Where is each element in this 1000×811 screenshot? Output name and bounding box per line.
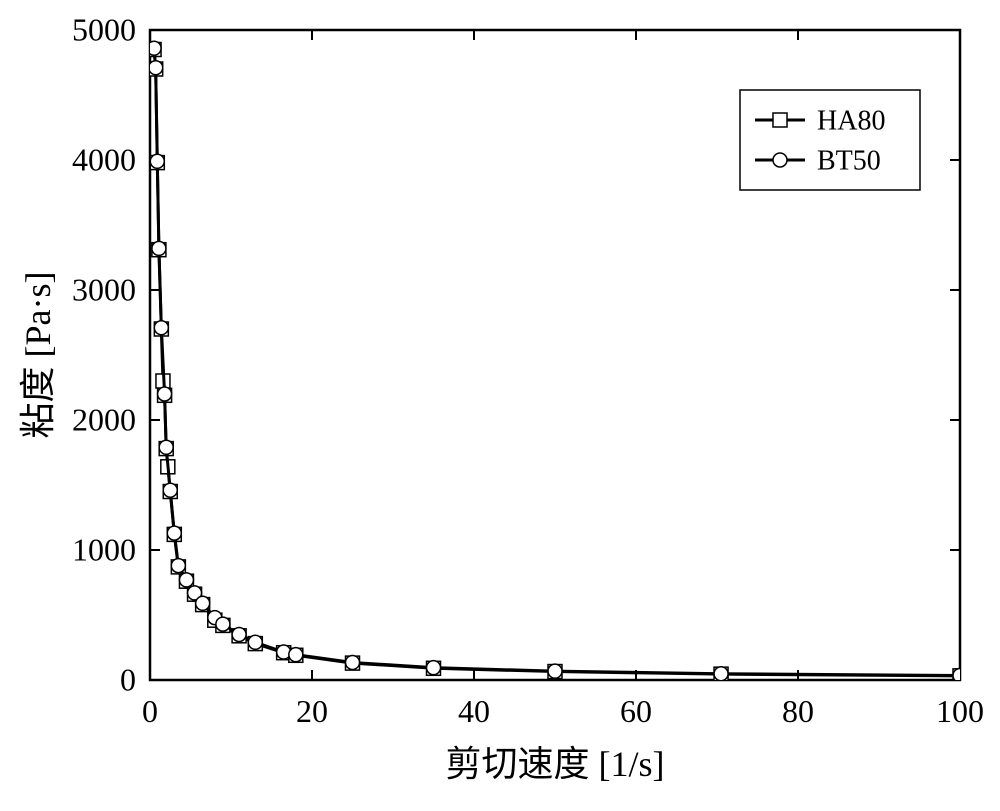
y-tick-label: 2000 [72, 402, 136, 438]
legend: HA80 BT50 [740, 90, 920, 190]
x-tick-label: 80 [782, 693, 814, 729]
marker-circle [232, 628, 246, 642]
y-tick-label: 5000 [72, 12, 136, 48]
marker-circle [167, 526, 181, 540]
marker-circle [158, 387, 172, 401]
chart-svg: 020406080100010002000300040005000剪切速度 [1… [0, 0, 1000, 811]
x-tick-label: 0 [142, 693, 158, 729]
marker-circle [163, 483, 177, 497]
marker-circle [248, 635, 262, 649]
marker-circle [179, 573, 193, 587]
y-tick-label: 0 [120, 662, 136, 698]
marker-circle [149, 61, 163, 75]
marker-circle [714, 667, 728, 681]
y-tick-label: 3000 [72, 272, 136, 308]
marker-circle [548, 664, 562, 678]
marker-circle [159, 440, 173, 454]
marker-circle [154, 321, 168, 335]
marker-circle [196, 596, 210, 610]
x-tick-label: 100 [936, 693, 984, 729]
marker-circle [216, 617, 230, 631]
x-tick-label: 20 [296, 693, 328, 729]
x-tick-label: 60 [620, 693, 652, 729]
marker-circle [152, 241, 166, 255]
x-axis-label: 剪切速度 [1/s] [446, 744, 665, 784]
x-tick-label: 40 [458, 693, 490, 729]
marker-circle [171, 559, 185, 573]
marker-circle [427, 661, 441, 675]
y-axis-label: 粘度 [Pa·s] [18, 272, 58, 439]
marker-circle [150, 154, 164, 168]
legend-label: HA80 [817, 105, 885, 136]
marker-circle [346, 655, 360, 669]
viscosity-chart: 020406080100010002000300040005000剪切速度 [1… [0, 0, 1000, 811]
y-tick-label: 1000 [72, 532, 136, 568]
legend-label: BT50 [817, 145, 881, 176]
marker-circle [289, 648, 303, 662]
y-tick-label: 4000 [72, 142, 136, 178]
